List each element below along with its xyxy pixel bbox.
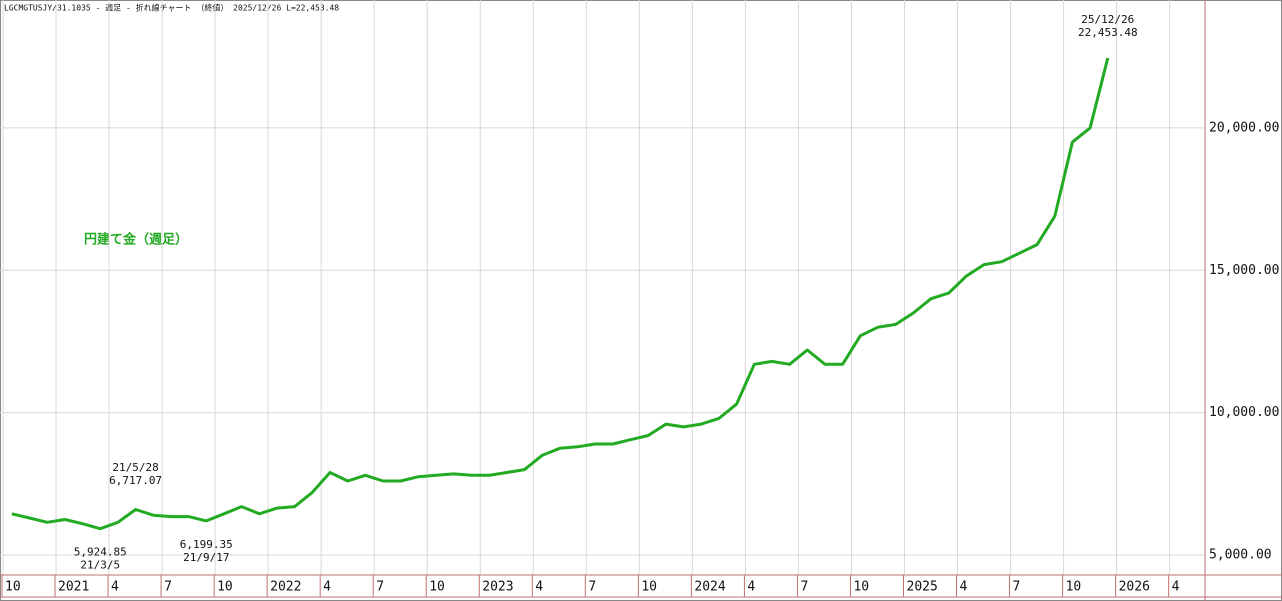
x-tick-label: 4 (111, 580, 119, 595)
annotation-value: 6,199.35 (180, 538, 233, 551)
x-tick-label: 2023 (482, 580, 513, 595)
annotation: 21/3/55,924.85 (74, 546, 127, 572)
x-tick-label: 7 (588, 580, 596, 595)
annotation-value: 6,717.07 (109, 474, 162, 487)
x-tick-label: 10 (217, 580, 233, 595)
x-tick-label: 7 (376, 580, 384, 595)
x-tick-label: 10 (641, 580, 657, 595)
x-tick-label: 10 (5, 580, 21, 595)
x-tick-label: 2025 (907, 580, 938, 595)
annotation-date: 25/12/26 (1081, 13, 1134, 26)
x-tick-label: 10 (429, 580, 445, 595)
x-tick-label: 10 (1066, 580, 1082, 595)
x-tick-label: 4 (1172, 580, 1180, 595)
annotation: 21/5/286,717.07 (109, 461, 162, 487)
x-tick-label: 7 (800, 580, 808, 595)
annotation: 21/9/176,199.35 (180, 538, 233, 564)
annotation-value: 5,924.85 (74, 546, 127, 559)
x-tick-label: 2026 (1119, 580, 1150, 595)
annotation-value: 22,453.48 (1078, 26, 1138, 39)
y-tick-label: 15,000.00 (1209, 263, 1279, 278)
x-tick-label: 7 (1013, 580, 1021, 595)
series-label: 円建て金（週足） (84, 232, 188, 248)
annotation-date: 21/3/5 (80, 559, 120, 572)
x-tick-label: 4 (747, 580, 755, 595)
x-tick-label: 2021 (58, 580, 89, 595)
annotation-date: 21/5/28 (112, 461, 158, 474)
annotation-date: 21/9/17 (183, 551, 229, 564)
y-tick-label: 10,000.00 (1209, 405, 1279, 420)
y-tick-label: 5,000.00 (1209, 548, 1272, 563)
x-tick-label: 2022 (270, 580, 301, 595)
y-tick-label: 20,000.00 (1209, 120, 1279, 135)
x-tick-label: 4 (960, 580, 968, 595)
x-tick-label: 4 (535, 580, 543, 595)
x-tick-label: 7 (164, 580, 172, 595)
x-tick-label: 2024 (694, 580, 725, 595)
x-tick-label: 10 (853, 580, 869, 595)
x-tick-label: 4 (323, 580, 331, 595)
chart-title: LGCMGTUSJY/31.1035 - 週足 - 折れ線チャート （終値） 2… (4, 3, 339, 13)
price-line (11, 57, 1110, 531)
